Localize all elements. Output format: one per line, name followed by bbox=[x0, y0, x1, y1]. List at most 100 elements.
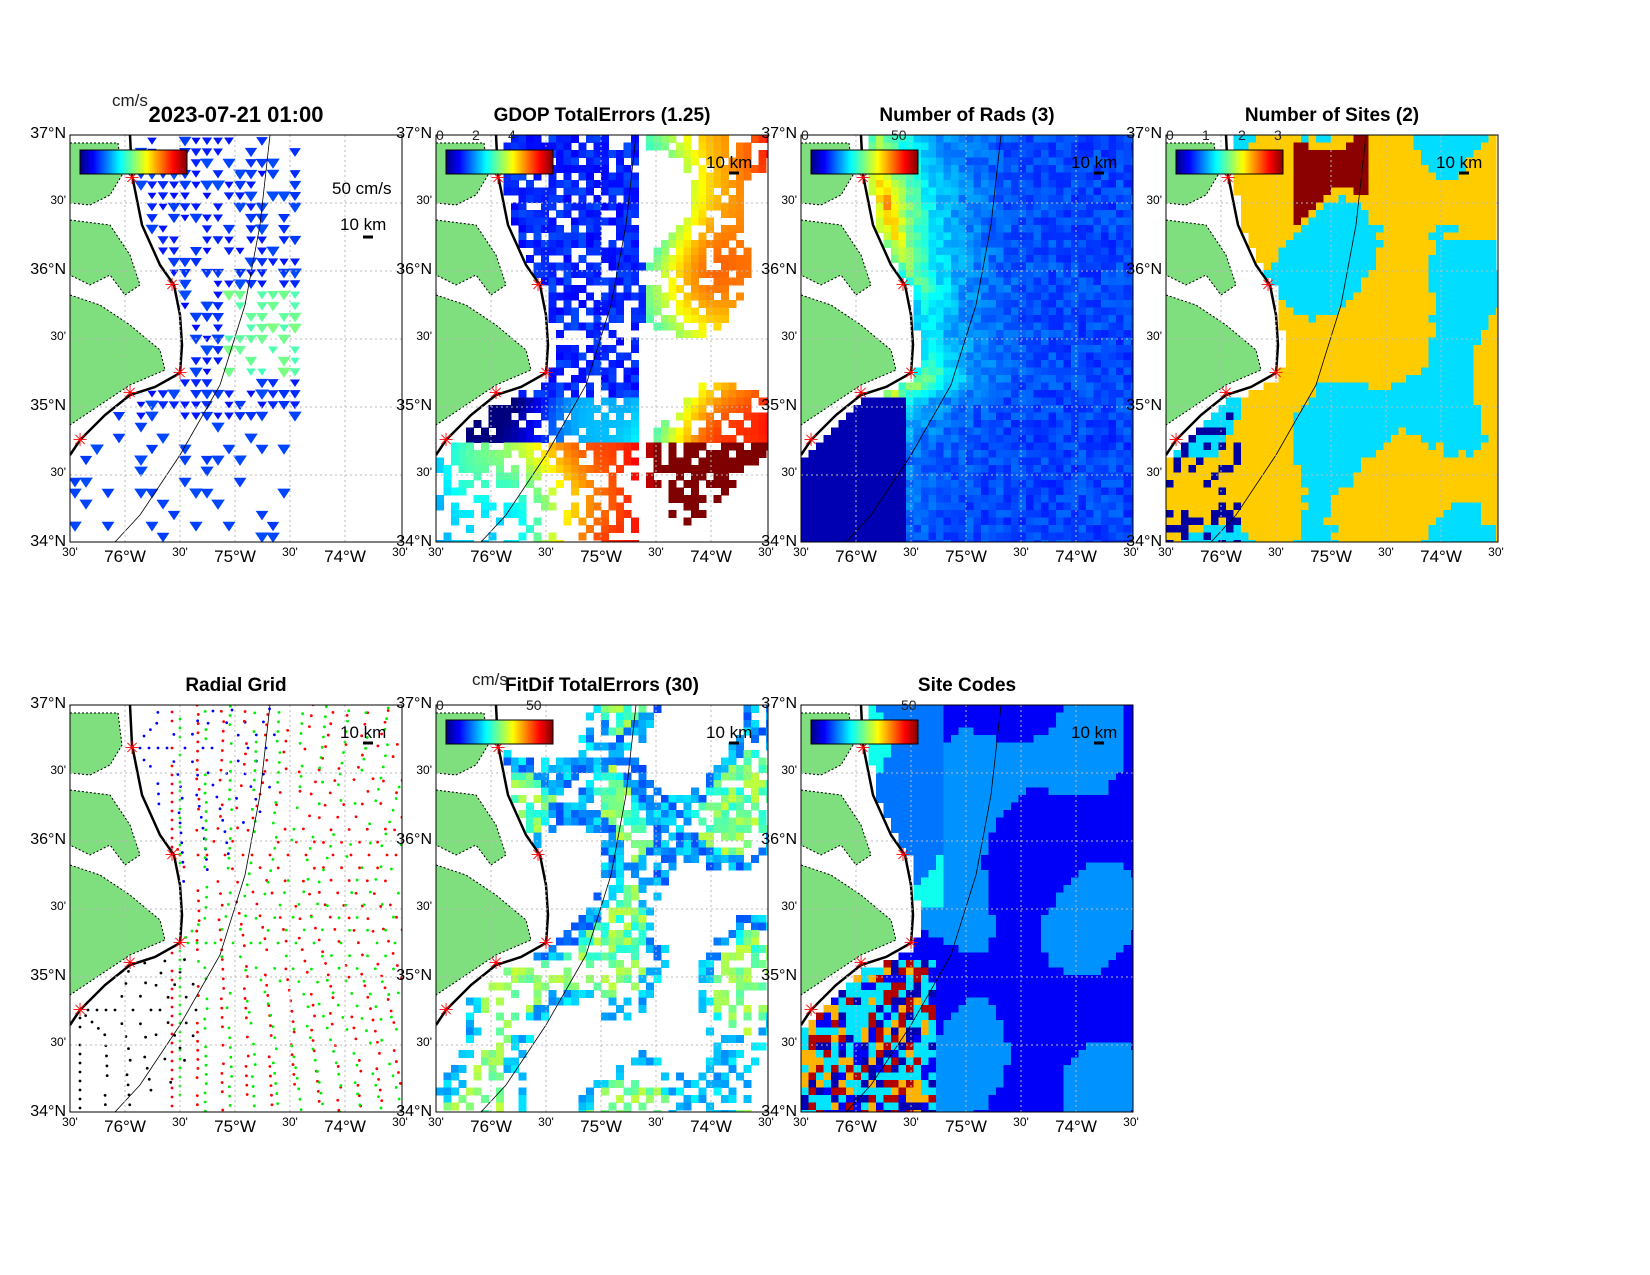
radial-grid-point bbox=[170, 782, 174, 786]
radial-grid-point bbox=[171, 1141, 174, 1144]
radial-grid-point bbox=[157, 701, 160, 704]
radial-grid-point bbox=[316, 627, 319, 630]
current-vector bbox=[158, 225, 168, 233]
current-vector bbox=[266, 246, 280, 257]
x-tick-label: 30' bbox=[1268, 545, 1284, 559]
current-vector bbox=[213, 357, 223, 365]
current-vector bbox=[201, 379, 213, 388]
current-vector bbox=[213, 412, 223, 420]
radial-grid-point bbox=[299, 732, 303, 735]
x-tick-label: 30' bbox=[1013, 1115, 1029, 1129]
axes-box bbox=[435, 134, 769, 543]
radial-grid-point bbox=[358, 866, 361, 870]
radial-grid-point bbox=[205, 1007, 209, 1010]
x-tick-label: 30' bbox=[648, 1115, 664, 1129]
radial-grid-point bbox=[228, 837, 232, 840]
colorbar-tick: 4 bbox=[508, 127, 516, 143]
radial-grid-point bbox=[216, 880, 220, 883]
radial-grid-point bbox=[244, 914, 247, 918]
map-canvas: ✳✳✳✳✳ bbox=[800, 704, 1134, 1113]
radial-grid-point bbox=[196, 613, 199, 616]
radial-grid-point bbox=[196, 595, 199, 598]
current-vector bbox=[222, 290, 236, 301]
radial-grid-point bbox=[221, 608, 224, 611]
current-vector bbox=[256, 137, 268, 146]
radial-grid-point bbox=[204, 906, 208, 909]
radial-grid-point bbox=[184, 1021, 188, 1025]
radial-grid-point bbox=[384, 827, 387, 831]
radial-grid-point bbox=[313, 1014, 316, 1018]
radial-grid-point bbox=[364, 746, 368, 750]
radial-grid-point bbox=[221, 626, 224, 629]
radial-grid-point bbox=[270, 1161, 273, 1164]
radial-grid-point bbox=[253, 769, 257, 772]
radial-grid-point bbox=[105, 1054, 108, 1058]
current-vector bbox=[167, 510, 181, 521]
radial-grid-point bbox=[284, 939, 288, 943]
radial-grid-point bbox=[183, 746, 187, 750]
radial-grid-point bbox=[196, 1057, 200, 1061]
x-tick-label: 75°W bbox=[580, 1117, 622, 1136]
current-vector bbox=[136, 401, 146, 409]
current-vector bbox=[179, 269, 191, 278]
current-vector bbox=[234, 192, 246, 201]
radial-grid-point bbox=[302, 643, 305, 646]
radial-grid-point bbox=[196, 1176, 199, 1179]
radial-grid-point bbox=[197, 788, 201, 791]
radial-grid-point bbox=[230, 1150, 233, 1153]
current-vector bbox=[201, 357, 213, 366]
radial-grid-point bbox=[221, 1154, 224, 1157]
land bbox=[70, 712, 166, 996]
radial-grid-point bbox=[421, 942, 424, 945]
radial-grid-point bbox=[271, 1061, 275, 1065]
radial-grid-point bbox=[221, 1025, 224, 1029]
radial-grid-point bbox=[204, 1082, 208, 1085]
radial-grid-point bbox=[247, 1010, 251, 1014]
radial-grid-point bbox=[345, 1153, 348, 1156]
radial-grid-point bbox=[276, 840, 280, 844]
radial-grid-point bbox=[239, 955, 242, 959]
site-marker-icon: ✳ bbox=[164, 275, 179, 295]
radial-grid-point bbox=[196, 1167, 199, 1170]
radial-grid-point bbox=[246, 605, 249, 608]
radial-grid-point bbox=[305, 858, 309, 862]
radial-grid-point bbox=[242, 762, 246, 766]
radial-grid-point bbox=[205, 895, 208, 899]
radial-grid-point bbox=[348, 928, 351, 932]
radial-grid-point bbox=[227, 641, 230, 644]
panel-title: Number of Rads (3) bbox=[879, 105, 1055, 126]
map-panel-fitdif: ✳ ✳ ✳ ✳ ✳ FitDif TotalErrors (30) 37°N 30' 36°N 3… bbox=[396, 670, 774, 1136]
radial-grid-point bbox=[385, 717, 388, 721]
radial-grid-point bbox=[171, 567, 174, 570]
radial-grid-point bbox=[170, 818, 174, 822]
current-vector bbox=[279, 258, 289, 266]
radial-grid-point bbox=[194, 1008, 198, 1012]
radial-grid-point bbox=[223, 853, 227, 857]
current-vector bbox=[179, 203, 191, 212]
radial-grid-point bbox=[336, 608, 339, 611]
site-marker-icon: ✳ bbox=[172, 933, 187, 953]
current-vector bbox=[178, 257, 192, 268]
data-field bbox=[78, 567, 424, 1193]
radial-grid-point bbox=[311, 1047, 315, 1051]
radial-grid-point bbox=[403, 1004, 406, 1007]
radial-grid-point bbox=[303, 1190, 306, 1193]
radial-grid-point bbox=[274, 1082, 278, 1085]
scale-label: 10 km bbox=[706, 153, 753, 172]
radial-grid-point bbox=[242, 987, 246, 991]
radial-grid-point bbox=[251, 890, 255, 894]
radial-grid-point bbox=[254, 797, 258, 801]
radial-grid-point bbox=[301, 712, 304, 716]
radial-grid-point bbox=[395, 791, 398, 795]
radial-grid-point bbox=[171, 576, 174, 579]
current-vector bbox=[223, 192, 235, 201]
y-tick-label: 35°N bbox=[761, 397, 797, 414]
current-vector bbox=[255, 224, 269, 235]
radial-grid-point bbox=[292, 634, 295, 637]
radial-grid-point bbox=[362, 757, 366, 761]
radial-grid-point bbox=[343, 740, 347, 744]
radial-grid-point bbox=[395, 964, 399, 967]
radial-grid-point bbox=[371, 1072, 375, 1076]
radial-grid-point bbox=[178, 1057, 182, 1061]
current-vector bbox=[266, 158, 280, 169]
